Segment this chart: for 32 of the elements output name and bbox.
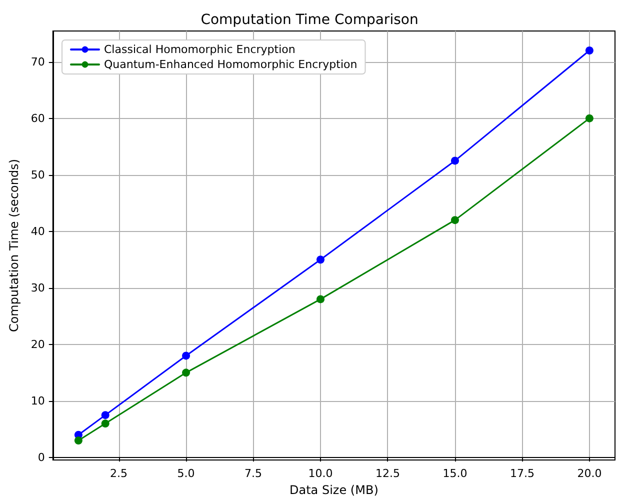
y-tick-label: 20 <box>30 338 45 351</box>
x-tick-label: 10.0 <box>308 467 333 480</box>
point <box>450 156 459 165</box>
chart-title: Computation Time Comparison <box>200 12 418 28</box>
point <box>316 256 324 264</box>
y-tick-label: 0 <box>38 450 45 464</box>
x-tick-label: 15.0 <box>442 467 468 480</box>
point <box>74 436 82 444</box>
y-tick-label: 40 <box>30 224 45 238</box>
y-axis-title: Computation Time (seconds) <box>7 158 21 332</box>
x-tick-label: 17.5 <box>510 467 534 480</box>
y-tick-label: 50 <box>30 168 45 182</box>
point <box>182 352 190 360</box>
point <box>450 216 459 224</box>
x-tick-label: 7.5 <box>244 467 262 480</box>
x-tick-label: 5.0 <box>177 467 195 480</box>
point <box>316 295 324 304</box>
y-tick-label: 30 <box>30 281 45 294</box>
y-tick-label: 10 <box>30 394 45 408</box>
legend-label: Classical Homomorphic Encryption <box>104 43 296 56</box>
point <box>182 368 190 377</box>
x-tick-label: 12.5 <box>375 467 400 480</box>
x-tick-label: 20.0 <box>577 467 602 480</box>
point <box>585 46 594 54</box>
point <box>101 411 110 420</box>
y-tick-label: 60 <box>30 112 45 125</box>
point <box>101 420 110 428</box>
x-tick-label: 2.5 <box>110 467 128 480</box>
legend-label: Quantum-Enhanced Homomorphic Encryption <box>104 58 358 71</box>
y-tick-label: 70 <box>30 55 45 68</box>
x-axis-title: Data Size (MB) <box>290 483 378 497</box>
point <box>585 114 594 122</box>
